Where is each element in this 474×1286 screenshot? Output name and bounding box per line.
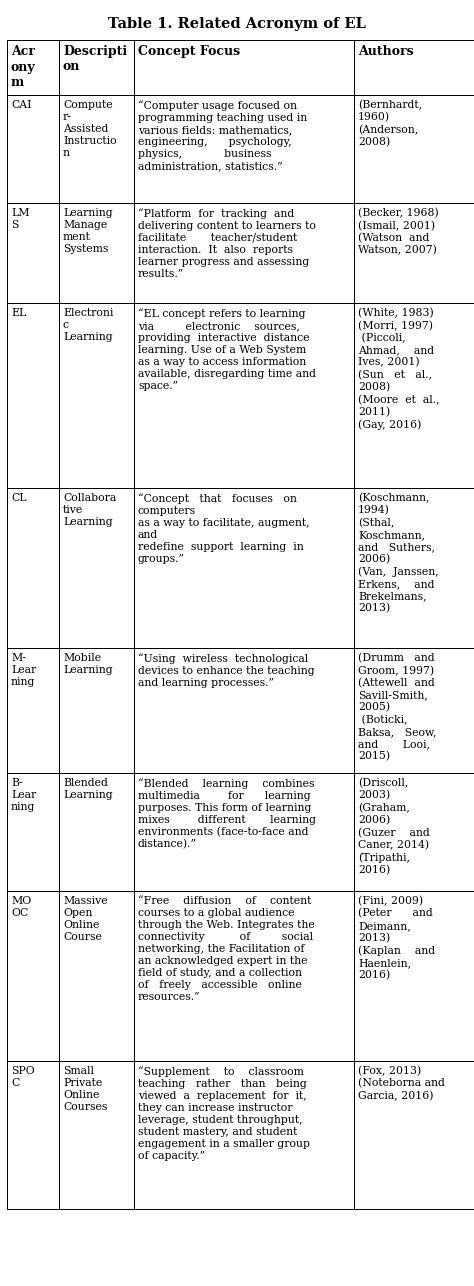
Bar xyxy=(7,1061,59,1209)
Text: Compute
r-
Assisted
Instructio
n: Compute r- Assisted Instructio n xyxy=(63,100,117,158)
Bar xyxy=(59,303,134,487)
Text: Mobile
Learning: Mobile Learning xyxy=(63,653,113,675)
Text: (Driscoll,
2003)
(Graham,
2006)
(Guzer    and
Caner, 2014)
(Tripathi,
2016): (Driscoll, 2003) (Graham, 2006) (Guzer a… xyxy=(358,778,430,876)
Text: “Concept   that   focuses   on
computers
as a way to facilitate, augment,
and
re: “Concept that focuses on computers as a … xyxy=(138,493,310,563)
Text: Massive
Open
Online
Course: Massive Open Online Course xyxy=(63,896,108,943)
Bar xyxy=(7,40,59,95)
Text: “Blended    learning    combines
multimedia        for      learning
purposes. T: “Blended learning combines multimedia fo… xyxy=(138,778,316,850)
Bar xyxy=(354,891,474,1061)
Text: Concept Focus: Concept Focus xyxy=(138,45,240,58)
Bar xyxy=(59,773,134,891)
Text: Authors: Authors xyxy=(358,45,414,58)
Bar xyxy=(7,773,59,891)
Text: SPO
C: SPO C xyxy=(11,1066,35,1088)
Text: Table 1. Related Acronym of EL: Table 1. Related Acronym of EL xyxy=(108,17,366,31)
Bar xyxy=(59,40,134,95)
Text: Collabora
tive
Learning: Collabora tive Learning xyxy=(63,493,116,527)
Text: M-
Lear
ning: M- Lear ning xyxy=(11,653,36,687)
Text: CAI: CAI xyxy=(11,100,31,111)
Text: (Fini, 2009)
(Peter      and
Deimann,
2013)
(Kaplan    and
Haenlein,
2016): (Fini, 2009) (Peter and Deimann, 2013) (… xyxy=(358,896,435,980)
Bar xyxy=(134,1061,354,1209)
Text: “Computer usage focused on
programming teaching used in
various fields: mathemat: “Computer usage focused on programming t… xyxy=(138,100,307,171)
Bar xyxy=(134,487,354,648)
Text: Learning
Manage
ment
Systems: Learning Manage ment Systems xyxy=(63,208,113,255)
Bar xyxy=(354,487,474,648)
Bar xyxy=(354,203,474,303)
Bar xyxy=(7,303,59,487)
Text: “Free    diffusion    of    content
courses to a global audience
through the Web: “Free diffusion of content courses to a … xyxy=(138,896,315,1002)
Bar xyxy=(354,303,474,487)
Bar xyxy=(134,203,354,303)
Bar xyxy=(134,773,354,891)
Bar xyxy=(7,95,59,203)
Text: Descripti
on: Descripti on xyxy=(63,45,127,73)
Bar xyxy=(59,1061,134,1209)
Bar xyxy=(59,891,134,1061)
Text: Blended
Learning: Blended Learning xyxy=(63,778,113,800)
Bar xyxy=(354,773,474,891)
Bar xyxy=(354,40,474,95)
Text: EL: EL xyxy=(11,309,26,318)
Bar xyxy=(134,891,354,1061)
Text: B-
Lear
ning: B- Lear ning xyxy=(11,778,36,811)
Bar xyxy=(59,95,134,203)
Bar xyxy=(354,95,474,203)
Text: “Using  wireless  technological
devices to enhance the teaching
and learning pro: “Using wireless technological devices to… xyxy=(138,653,315,688)
Text: “Platform  for  tracking  and
delivering content to learners to
facilitate      : “Platform for tracking and delivering co… xyxy=(138,208,316,279)
Bar xyxy=(134,40,354,95)
Bar xyxy=(134,648,354,773)
Bar xyxy=(354,648,474,773)
Text: MO
OC: MO OC xyxy=(11,896,31,918)
Bar xyxy=(59,203,134,303)
Text: (Koschmann,
1994)
(Sthal,
Koschmann,
and   Suthers,
2006)
(Van,  Janssen,
Erkens: (Koschmann, 1994) (Sthal, Koschmann, and… xyxy=(358,493,439,613)
Bar xyxy=(7,648,59,773)
Bar xyxy=(134,95,354,203)
Bar xyxy=(7,891,59,1061)
Text: “EL concept refers to learning
via         electronic    sources,
providing  int: “EL concept refers to learning via elect… xyxy=(138,309,316,391)
Text: LM
S: LM S xyxy=(11,208,29,230)
Text: (Drumm   and
Groom, 1997)
(Attewell  and
Savill-Smith,
2005)
 (Boticki,
Baksa,  : (Drumm and Groom, 1997) (Attewell and Sa… xyxy=(358,653,437,761)
Bar xyxy=(59,487,134,648)
Bar xyxy=(134,303,354,487)
Text: Acr
ony
m: Acr ony m xyxy=(11,45,36,89)
Text: Electroni
c
Learning: Electroni c Learning xyxy=(63,309,113,342)
Text: (Fox, 2013)
(Noteborna and
Garcia, 2016): (Fox, 2013) (Noteborna and Garcia, 2016) xyxy=(358,1066,445,1101)
Text: (Becker, 1968)
(Ismail, 2001)
(Watson  and
Watson, 2007): (Becker, 1968) (Ismail, 2001) (Watson an… xyxy=(358,208,439,256)
Text: (White, 1983)
(Morri, 1997)
 (Piccoli,
Ahmad,    and
Ives, 2001)
(Sun   et   al.: (White, 1983) (Morri, 1997) (Piccoli, Ah… xyxy=(358,309,439,430)
Text: (Bernhardt,
1960)
(Anderson,
2008): (Bernhardt, 1960) (Anderson, 2008) xyxy=(358,100,422,148)
Bar xyxy=(7,203,59,303)
Text: “Supplement    to    classroom
teaching   rather   than   being
viewed  a  repla: “Supplement to classroom teaching rather… xyxy=(138,1066,310,1161)
Bar xyxy=(59,648,134,773)
Bar xyxy=(354,1061,474,1209)
Bar xyxy=(7,487,59,648)
Text: Small
Private
Online
Courses: Small Private Online Courses xyxy=(63,1066,108,1112)
Text: CL: CL xyxy=(11,493,27,503)
